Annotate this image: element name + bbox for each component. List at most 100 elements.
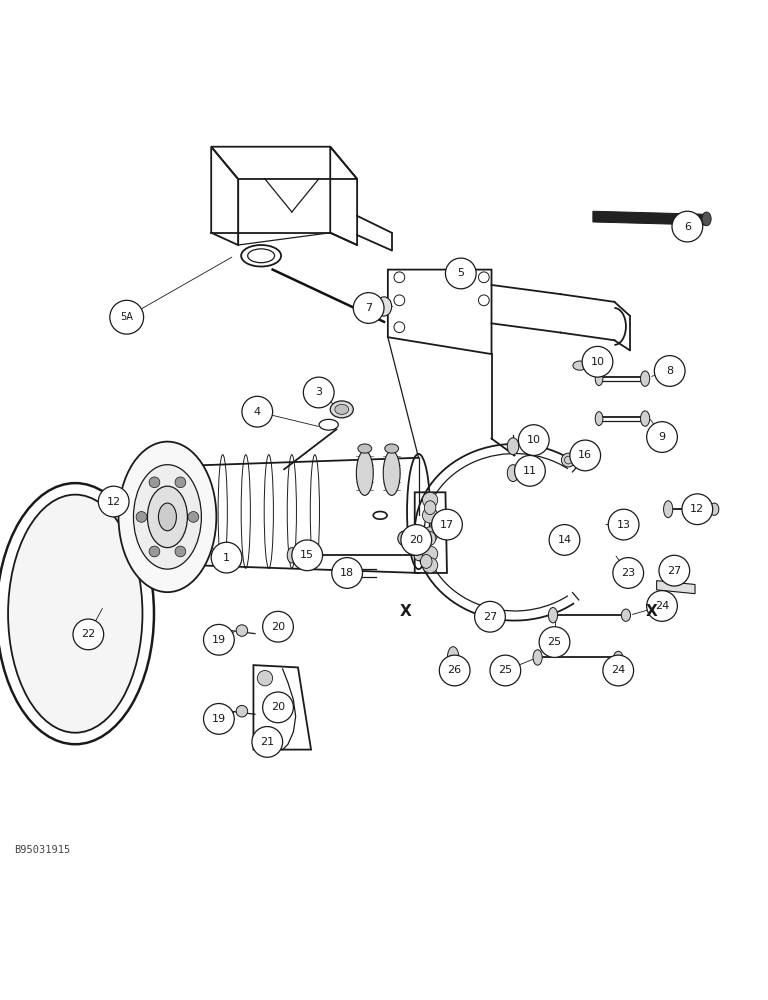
Polygon shape — [657, 581, 695, 594]
Text: 12: 12 — [107, 497, 121, 507]
Text: 19: 19 — [212, 635, 226, 645]
Text: 8: 8 — [666, 366, 674, 376]
Ellipse shape — [358, 444, 372, 453]
Circle shape — [136, 512, 147, 522]
Ellipse shape — [237, 705, 247, 717]
Ellipse shape — [552, 531, 566, 548]
Text: 15: 15 — [300, 550, 314, 560]
Circle shape — [515, 455, 545, 486]
Circle shape — [570, 440, 601, 471]
Circle shape — [353, 293, 384, 323]
Text: 5: 5 — [457, 268, 465, 278]
Circle shape — [475, 601, 505, 632]
Ellipse shape — [614, 651, 623, 664]
Ellipse shape — [356, 451, 373, 495]
Ellipse shape — [641, 411, 650, 426]
Circle shape — [432, 509, 462, 540]
Text: 24: 24 — [611, 665, 625, 675]
Ellipse shape — [595, 372, 603, 386]
Ellipse shape — [414, 550, 423, 561]
Ellipse shape — [561, 453, 575, 467]
Circle shape — [175, 546, 186, 557]
Ellipse shape — [664, 501, 673, 518]
Text: 6: 6 — [684, 222, 691, 232]
Text: 27: 27 — [483, 612, 497, 622]
Ellipse shape — [621, 609, 631, 621]
Circle shape — [549, 525, 580, 555]
Circle shape — [303, 377, 334, 408]
Circle shape — [401, 525, 432, 555]
Text: 11: 11 — [523, 466, 537, 476]
Circle shape — [175, 477, 186, 488]
Text: 20: 20 — [271, 702, 285, 712]
Text: 14: 14 — [558, 535, 571, 545]
Ellipse shape — [641, 371, 650, 386]
Text: 21: 21 — [260, 737, 274, 747]
Text: 1: 1 — [223, 553, 230, 563]
Ellipse shape — [447, 647, 458, 668]
Circle shape — [110, 300, 144, 334]
Circle shape — [242, 396, 273, 427]
Ellipse shape — [573, 361, 587, 370]
Circle shape — [613, 558, 644, 588]
Ellipse shape — [421, 555, 432, 568]
Ellipse shape — [147, 486, 187, 548]
Circle shape — [422, 546, 438, 561]
Circle shape — [518, 425, 549, 455]
Circle shape — [422, 527, 438, 542]
Ellipse shape — [8, 495, 143, 733]
Circle shape — [659, 555, 690, 586]
Ellipse shape — [548, 608, 558, 623]
Circle shape — [257, 729, 273, 744]
Circle shape — [654, 356, 685, 386]
Ellipse shape — [533, 650, 542, 665]
Circle shape — [257, 670, 273, 686]
Ellipse shape — [152, 497, 170, 506]
Circle shape — [252, 727, 283, 757]
Circle shape — [539, 627, 570, 657]
Text: 10: 10 — [591, 357, 604, 367]
Text: X: X — [399, 604, 412, 619]
Ellipse shape — [398, 531, 413, 546]
Ellipse shape — [710, 503, 719, 515]
Ellipse shape — [383, 451, 400, 495]
Circle shape — [263, 692, 293, 723]
Text: 20: 20 — [271, 622, 285, 632]
Text: 7: 7 — [365, 303, 372, 313]
Text: 13: 13 — [617, 520, 631, 530]
Text: 27: 27 — [667, 566, 681, 576]
Text: 12: 12 — [690, 504, 704, 514]
Ellipse shape — [237, 625, 247, 636]
Circle shape — [672, 211, 703, 242]
Ellipse shape — [424, 531, 436, 545]
Text: 20: 20 — [409, 535, 423, 545]
Ellipse shape — [118, 442, 217, 592]
Circle shape — [149, 477, 160, 488]
Circle shape — [263, 611, 293, 642]
Ellipse shape — [287, 548, 296, 563]
Circle shape — [647, 591, 677, 621]
Ellipse shape — [376, 297, 392, 316]
Circle shape — [204, 624, 234, 655]
Text: X: X — [645, 604, 657, 619]
Text: 22: 22 — [81, 629, 95, 639]
Circle shape — [422, 492, 438, 508]
Ellipse shape — [134, 465, 201, 569]
Circle shape — [149, 546, 160, 557]
Text: 9: 9 — [658, 432, 666, 442]
Circle shape — [682, 494, 713, 525]
Text: 24: 24 — [655, 601, 669, 611]
Circle shape — [439, 655, 470, 686]
Text: 5A: 5A — [121, 312, 133, 322]
Ellipse shape — [335, 404, 349, 414]
Circle shape — [204, 704, 234, 734]
Text: 17: 17 — [440, 520, 454, 530]
Ellipse shape — [595, 412, 603, 426]
Circle shape — [292, 540, 323, 571]
Circle shape — [422, 508, 438, 523]
Text: 23: 23 — [621, 568, 635, 578]
Circle shape — [445, 258, 476, 289]
Ellipse shape — [424, 501, 436, 515]
Text: 10: 10 — [527, 435, 541, 445]
Text: 25: 25 — [548, 637, 561, 647]
